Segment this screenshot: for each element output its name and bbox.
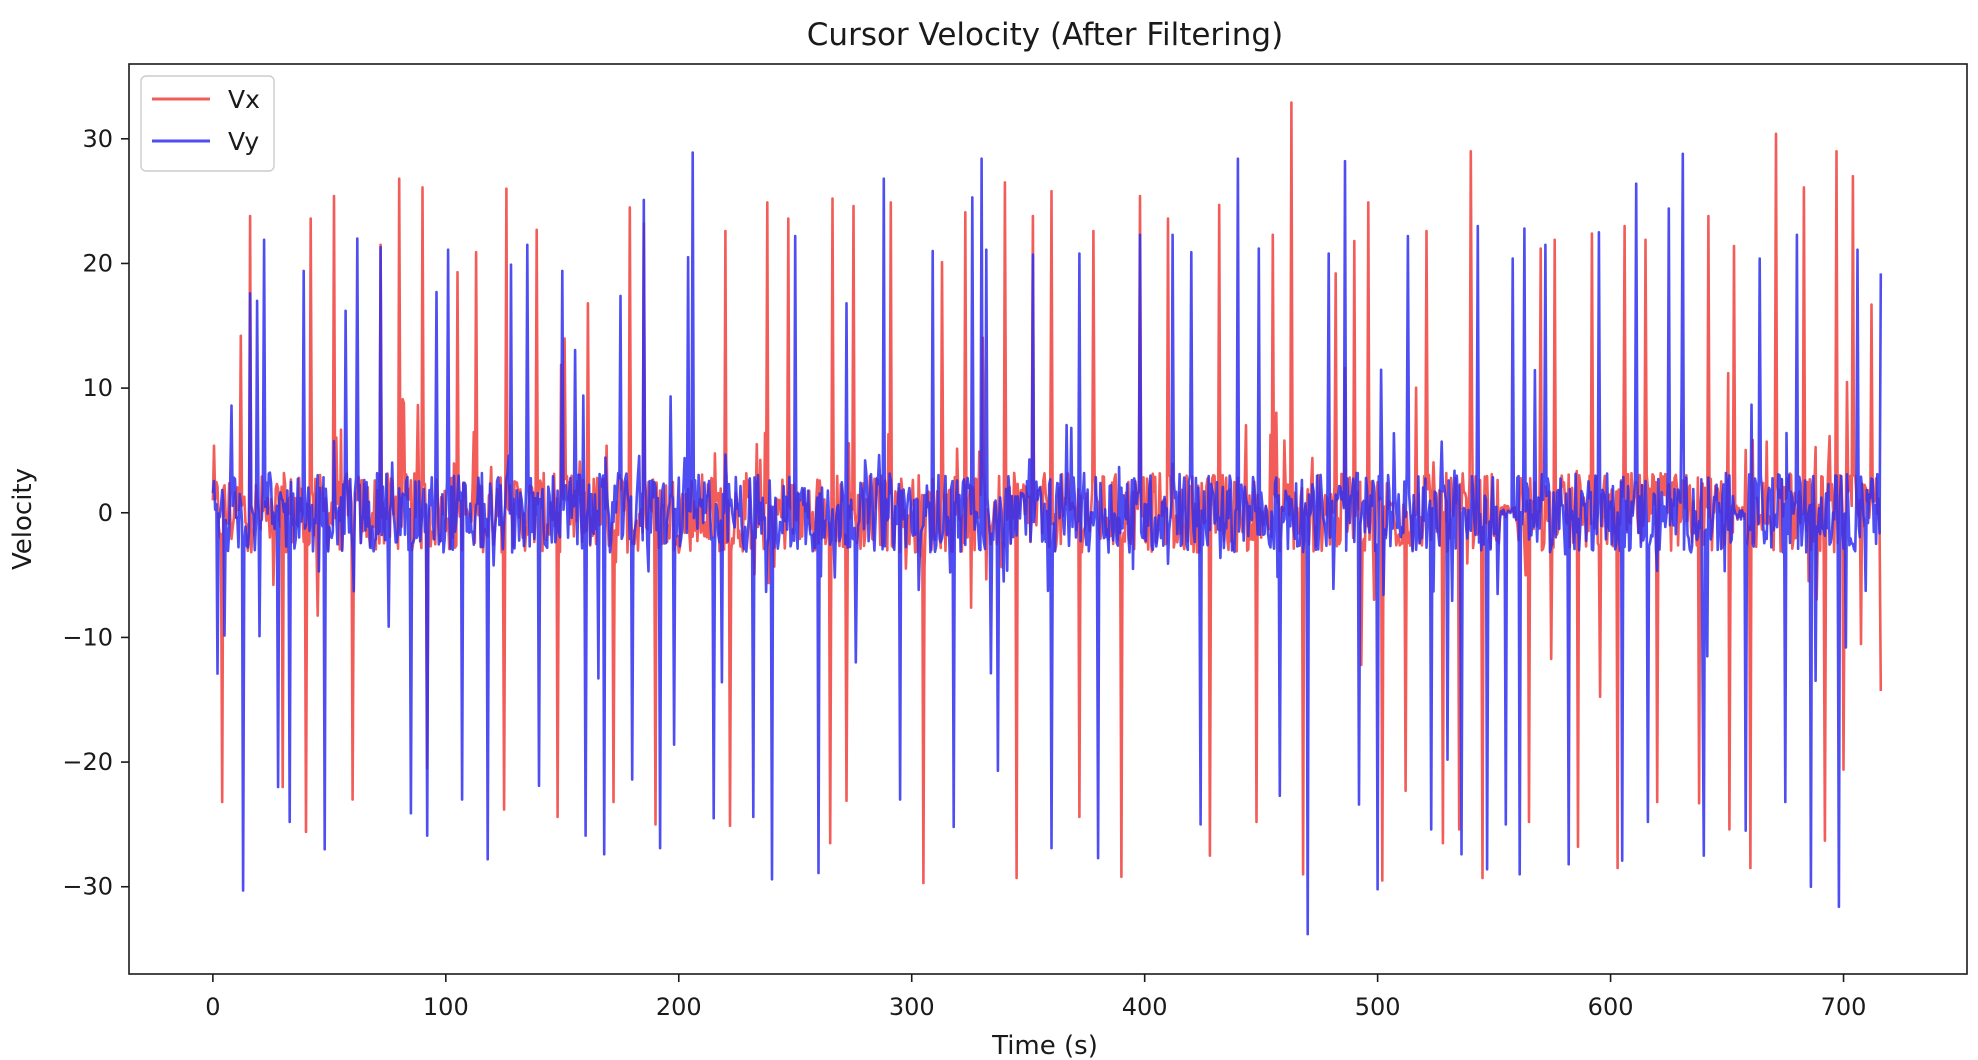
y-tick-label: −30: [62, 873, 113, 901]
x-tick-label: 0: [205, 993, 220, 1021]
legend-label-vx: Vx: [228, 85, 260, 114]
x-tick-label: 200: [656, 993, 702, 1021]
x-axis: 0 100 200 300 400 500 600 700: [205, 974, 1866, 1021]
x-tick-label: 500: [1355, 993, 1401, 1021]
series-vy-line: [211, 151, 1883, 936]
y-tick-label: −10: [62, 623, 113, 651]
y-axis-label: Velocity: [8, 468, 38, 570]
x-tick-label: 400: [1122, 993, 1168, 1021]
x-tick-label: 700: [1821, 993, 1867, 1021]
chart-title: Cursor Velocity (After Filtering): [807, 17, 1283, 53]
legend-label-vy: Vy: [228, 127, 259, 156]
y-tick-label: 10: [82, 374, 113, 402]
y-tick-label: −20: [62, 748, 113, 776]
y-tick-label: 0: [98, 499, 113, 527]
y-tick-label: 30: [82, 125, 113, 153]
y-axis: −30 −20 −10 0 10 20 30: [62, 125, 129, 901]
x-tick-label: 300: [889, 993, 935, 1021]
legend: Vx Vy: [140, 75, 275, 172]
plot-frame: [128, 63, 1968, 975]
x-tick-label: 100: [423, 993, 469, 1021]
plot-area: [211, 101, 1883, 936]
y-tick-label: 20: [82, 249, 113, 277]
x-axis-label: Time (s): [991, 1031, 1098, 1060]
x-tick-label: 600: [1588, 993, 1634, 1021]
